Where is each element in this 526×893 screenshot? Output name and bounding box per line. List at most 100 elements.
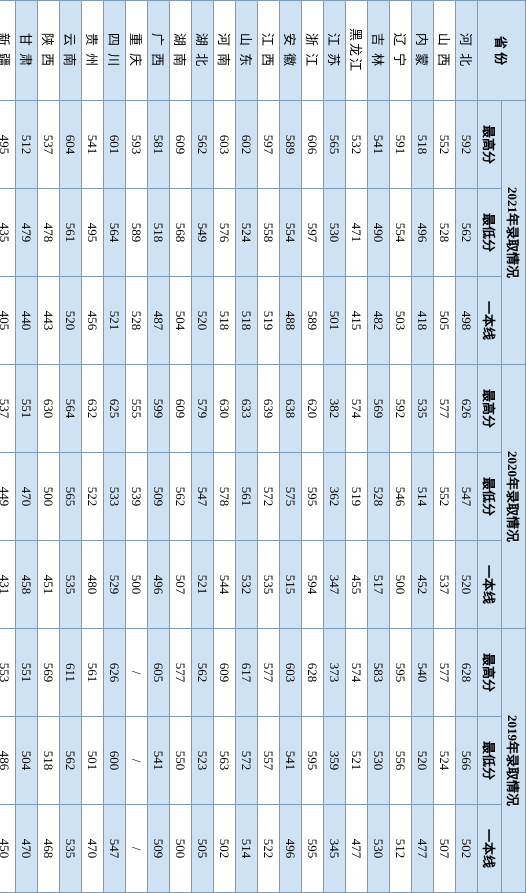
cell-province: 重 庆 (126, 1, 148, 101)
cell-value: 568 (170, 189, 192, 277)
cell-value: 594 (302, 541, 324, 629)
cell-value: 452 (412, 541, 434, 629)
cell-value: 600 (104, 717, 126, 805)
header-col: 最低分 (478, 453, 502, 541)
cell-value: 589 (302, 277, 324, 365)
cell-value: 562 (192, 101, 214, 189)
cell-value: 632 (82, 365, 104, 453)
cell-value: 554 (280, 189, 302, 277)
cell-value: 496 (412, 189, 434, 277)
cell-value: 575 (280, 453, 302, 541)
cell-value: 558 (258, 189, 280, 277)
cell-value: 599 (148, 365, 170, 453)
table-row: 山 西552528505577552537577524507 (434, 1, 456, 893)
cell-value: 477 (346, 805, 368, 893)
header-year-2021: 2021年录取情况 (502, 101, 526, 365)
cell-value: 528 (368, 453, 390, 541)
cell-value: 561 (82, 629, 104, 717)
cell-value: 595 (302, 717, 324, 805)
cell-value: 455 (346, 541, 368, 629)
cell-value: 605 (148, 629, 170, 717)
cell-province: 云 南 (60, 1, 82, 101)
cell-value: 633 (236, 365, 258, 453)
cell-value: 532 (346, 101, 368, 189)
cell-value: 602 (236, 101, 258, 189)
cell-value: 592 (390, 365, 412, 453)
cell-value: 539 (126, 453, 148, 541)
cell-value: 577 (434, 365, 456, 453)
cell-value: 639 (258, 365, 280, 453)
cell-value: 496 (148, 541, 170, 629)
cell-value: 507 (434, 805, 456, 893)
cell-value: 541 (280, 717, 302, 805)
table-row: 辽 宁591554503592546500595556512 (390, 1, 412, 893)
cell-value: 500 (170, 805, 192, 893)
cell-value: 468 (38, 805, 60, 893)
cell-province: 湖 北 (192, 1, 214, 101)
table-row: 云 南604561520564565535611562535 (60, 1, 82, 893)
cell-value: 480 (82, 541, 104, 629)
table-row: 江 苏565530501382362347373359345 (324, 1, 346, 893)
cell-value: 451 (38, 541, 60, 629)
table-row: 吉 林541490482569528517583530530 (368, 1, 390, 893)
cell-value: 500 (126, 541, 148, 629)
cell-value: 547 (104, 805, 126, 893)
cell-value: 500 (390, 541, 412, 629)
cell-value: 547 (192, 453, 214, 541)
cell-value: 347 (324, 541, 346, 629)
cell-value: 533 (104, 453, 126, 541)
cell-value: 576 (214, 189, 236, 277)
cell-value: / (126, 629, 148, 717)
cell-value: 520 (412, 717, 434, 805)
cell-value: 638 (280, 365, 302, 453)
cell-value: 501 (324, 277, 346, 365)
cell-value: 505 (434, 277, 456, 365)
cell-value: 577 (258, 629, 280, 717)
cell-value: 592 (456, 101, 478, 189)
cell-value: 561 (60, 189, 82, 277)
cell-value: 528 (126, 277, 148, 365)
cell-value: 440 (16, 277, 38, 365)
cell-value: 628 (302, 629, 324, 717)
cell-value: 551 (16, 629, 38, 717)
cell-value: 518 (38, 717, 60, 805)
cell-value: 574 (346, 629, 368, 717)
cell-value: 595 (302, 805, 324, 893)
table-row: 河 北592562498626547520628566502 (456, 1, 478, 893)
cell-value: 551 (16, 365, 38, 453)
cell-value: 498 (456, 277, 478, 365)
cell-value: 523 (192, 717, 214, 805)
cell-value: 547 (456, 453, 478, 541)
admission-table: 省 份 2021年录取情况 2020年录取情况 2019年录取情况 最高分 最低… (0, 0, 526, 893)
cell-value: 529 (104, 541, 126, 629)
cell-value: 524 (236, 189, 258, 277)
cell-province: 内 蒙 (412, 1, 434, 101)
cell-value: 479 (16, 189, 38, 277)
cell-value: 530 (368, 805, 390, 893)
cell-value: 553 (0, 629, 16, 717)
cell-value: 345 (324, 805, 346, 893)
cell-value: 601 (104, 101, 126, 189)
cell-value: 518 (412, 101, 434, 189)
cell-value: 537 (38, 101, 60, 189)
cell-value: 562 (60, 717, 82, 805)
cell-province: 山 西 (434, 1, 456, 101)
cell-value: 537 (0, 365, 16, 453)
cell-value: 458 (16, 541, 38, 629)
cell-value: 478 (38, 189, 60, 277)
cell-province: 新 疆 (0, 1, 16, 101)
cell-value: 604 (60, 101, 82, 189)
cell-value: 535 (258, 541, 280, 629)
cell-value: 503 (390, 277, 412, 365)
header-col: 最高分 (478, 365, 502, 453)
cell-value: 546 (390, 453, 412, 541)
cell-value: 617 (236, 629, 258, 717)
cell-value: 520 (192, 277, 214, 365)
cell-value: 535 (412, 365, 434, 453)
table-row: 贵 州541495456632522480561501470 (82, 1, 104, 893)
cell-value: 535 (60, 805, 82, 893)
cell-value: 470 (82, 805, 104, 893)
cell-value: 557 (258, 717, 280, 805)
cell-value: 521 (104, 277, 126, 365)
cell-value: 520 (456, 541, 478, 629)
